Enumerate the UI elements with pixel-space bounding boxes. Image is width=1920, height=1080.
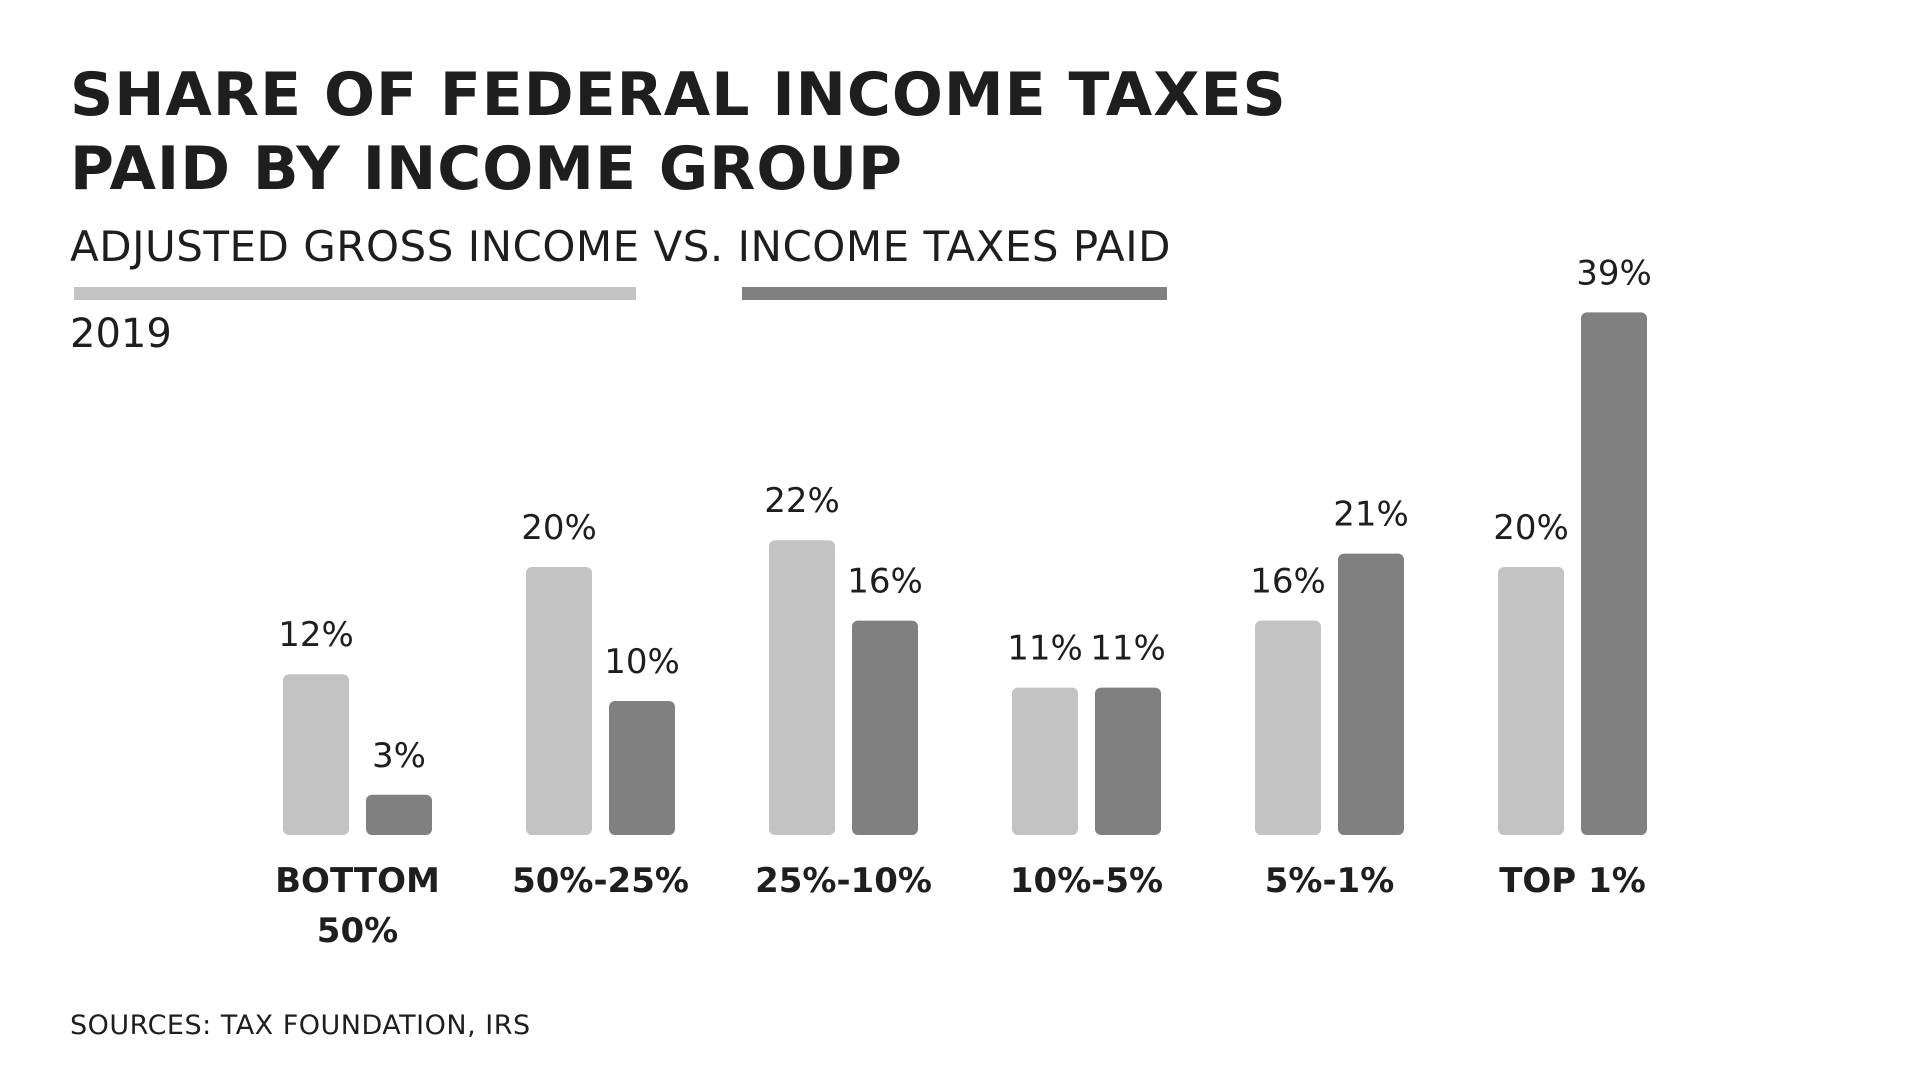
data-label-taxes-5: 39% [1576, 253, 1652, 293]
legend-series2: INCOME TAXES PAID [737, 222, 1172, 300]
bar-taxes-5 [1581, 312, 1647, 835]
data-label-taxes-1: 10% [604, 642, 680, 682]
data-label-taxes-0: 3% [372, 736, 426, 776]
data-label-taxes-2: 16% [847, 562, 923, 602]
category-label-4: 5%-1% [1265, 861, 1395, 901]
chart-year: 2019 [70, 311, 172, 357]
data-label-taxes-3: 11% [1090, 629, 1166, 669]
legend-series2-swatch [741, 287, 1168, 300]
category-label-1: 50%-25% [512, 861, 689, 901]
legend-series1: ADJUSTED GROSS INCOME [70, 222, 640, 300]
bar-agi-2 [769, 540, 835, 835]
bar-taxes-2 [852, 620, 918, 835]
category-label-2: 25%-10% [755, 861, 932, 901]
data-label-agi-3: 11% [1007, 629, 1083, 669]
bar-taxes-1 [609, 701, 675, 835]
chart-title-line-2: PAID BY INCOME GROUP [70, 134, 904, 204]
data-label-taxes-4: 21% [1333, 495, 1409, 535]
data-label-agi-0: 12% [278, 615, 354, 655]
legend-series2-label: INCOME TAXES PAID [737, 222, 1172, 271]
category-label-3: 10%-5% [1010, 861, 1163, 901]
chart-source: SOURCES: TAX FOUNDATION, IRS [70, 1010, 531, 1041]
chart-title-line-1: SHARE OF FEDERAL INCOME TAXES [70, 60, 1287, 130]
chart-title: SHARE OF FEDERAL INCOME TAXES PAID BY IN… [70, 58, 1287, 206]
legend-separator: VS. [653, 222, 724, 271]
bar-taxes-3 [1095, 687, 1161, 835]
bar-agi-0 [283, 674, 349, 835]
category-label-0: BOTTOM 50% [275, 861, 440, 951]
data-label-agi-2: 22% [764, 481, 840, 521]
data-label-agi-4: 16% [1250, 562, 1326, 602]
legend-series1-swatch [74, 287, 636, 300]
bar-agi-4 [1255, 620, 1321, 835]
data-label-agi-5: 20% [1493, 508, 1569, 548]
legend-series1-label: ADJUSTED GROSS INCOME [70, 222, 640, 271]
data-label-agi-1: 20% [521, 508, 597, 548]
bar-taxes-4 [1338, 553, 1404, 835]
category-label-5: TOP 1% [1499, 861, 1646, 901]
bar-agi-3 [1012, 687, 1078, 835]
chart-subtitle: ADJUSTED GROSS INCOME VS. INCOME TAXES P… [70, 222, 1172, 300]
bar-taxes-0 [366, 794, 432, 835]
bar-agi-1 [526, 567, 592, 835]
bar-agi-5 [1498, 567, 1564, 835]
